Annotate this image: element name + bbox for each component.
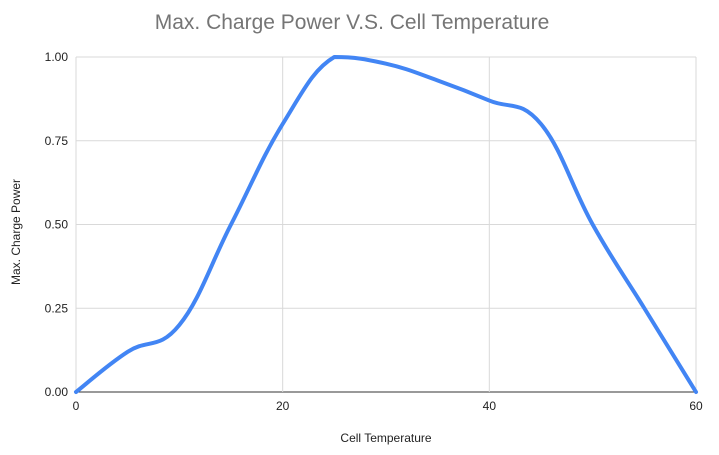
x-tick-label: 20 xyxy=(276,399,290,413)
y-tick-label: 0.75 xyxy=(45,134,69,148)
x-tick-label: 40 xyxy=(483,399,497,413)
x-tick-label: 60 xyxy=(689,399,703,413)
y-axis-label: Max. Charge Power xyxy=(9,179,23,285)
y-tick-label: 0.25 xyxy=(45,301,69,315)
x-axis-label: Cell Temperature xyxy=(340,431,431,445)
tick-labels: 0.00 0.25 0.50 0.75 1.00 0 20 40 60 xyxy=(45,50,703,413)
y-tick-label: 1.00 xyxy=(45,50,69,64)
series-line xyxy=(74,55,698,394)
x-tick-label: 0 xyxy=(73,399,80,413)
y-tick-label: 0.50 xyxy=(45,218,69,232)
chart-title: Max. Charge Power V.S. Cell Temperature xyxy=(155,11,550,34)
series-layer xyxy=(74,55,698,394)
y-tick-label: 0.00 xyxy=(45,385,69,399)
gridlines xyxy=(75,56,697,393)
